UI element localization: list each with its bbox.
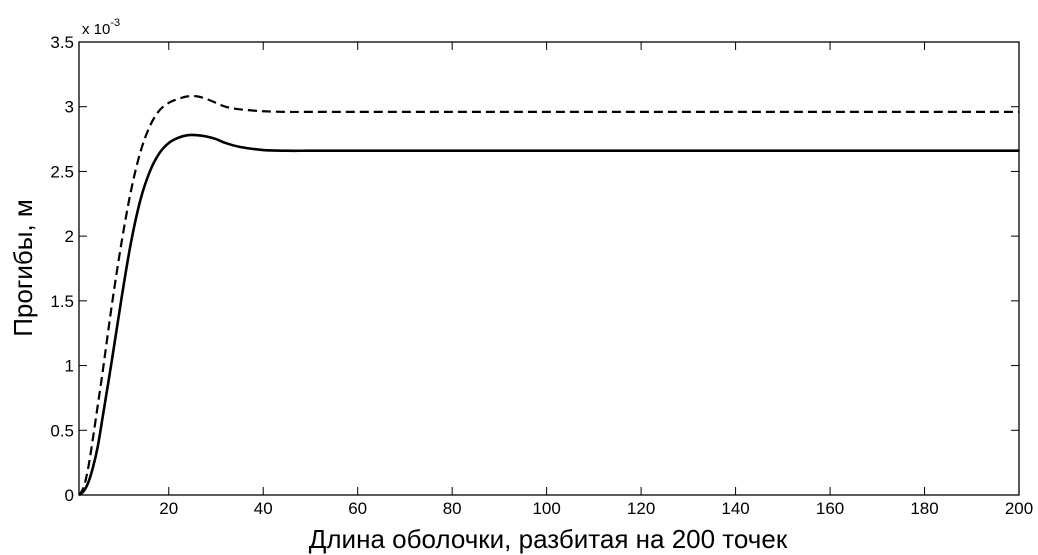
y-tick-label: 1: [65, 357, 74, 376]
x-tick-label: 180: [910, 499, 938, 518]
x-tick-label: 140: [721, 499, 749, 518]
series-line-solid: [78, 133, 1019, 497]
y-tick-label: 3: [65, 98, 74, 117]
x-axis-label: Длина оболочки, разбитая на 200 точек: [309, 524, 788, 554]
y-tick-label: 0: [65, 486, 74, 505]
x-tick-label: 80: [443, 499, 462, 518]
ticks-layer: 20 40 60 80 100 120 140 160 180 200 0 0.5 1 1.5 2 2.5 3 3…: [50, 33, 1033, 518]
y-multiplier-label: x 10-3: [82, 17, 120, 38]
y-tick-label: 1.5: [50, 292, 74, 311]
y-tick-label: 0.5: [50, 421, 74, 440]
x-tick-label: 120: [627, 499, 655, 518]
plot-area: [79, 42, 1019, 495]
x-tick-label: 200: [1005, 499, 1033, 518]
plot-frame: [78, 41, 1020, 496]
y-tick-label: 2.5: [50, 162, 74, 181]
y-tick-label: 2: [65, 227, 74, 246]
x-tick-label: 60: [348, 499, 367, 518]
y-tick-label: 3.5: [50, 33, 74, 52]
series-layer: [78, 94, 1019, 497]
y-axis-label: Прогибы, м: [8, 199, 38, 337]
x-tick-label: 100: [532, 499, 560, 518]
x-tick-label: 40: [254, 499, 273, 518]
x-tick-label: 160: [816, 499, 844, 518]
x-tick-label: 20: [159, 499, 178, 518]
